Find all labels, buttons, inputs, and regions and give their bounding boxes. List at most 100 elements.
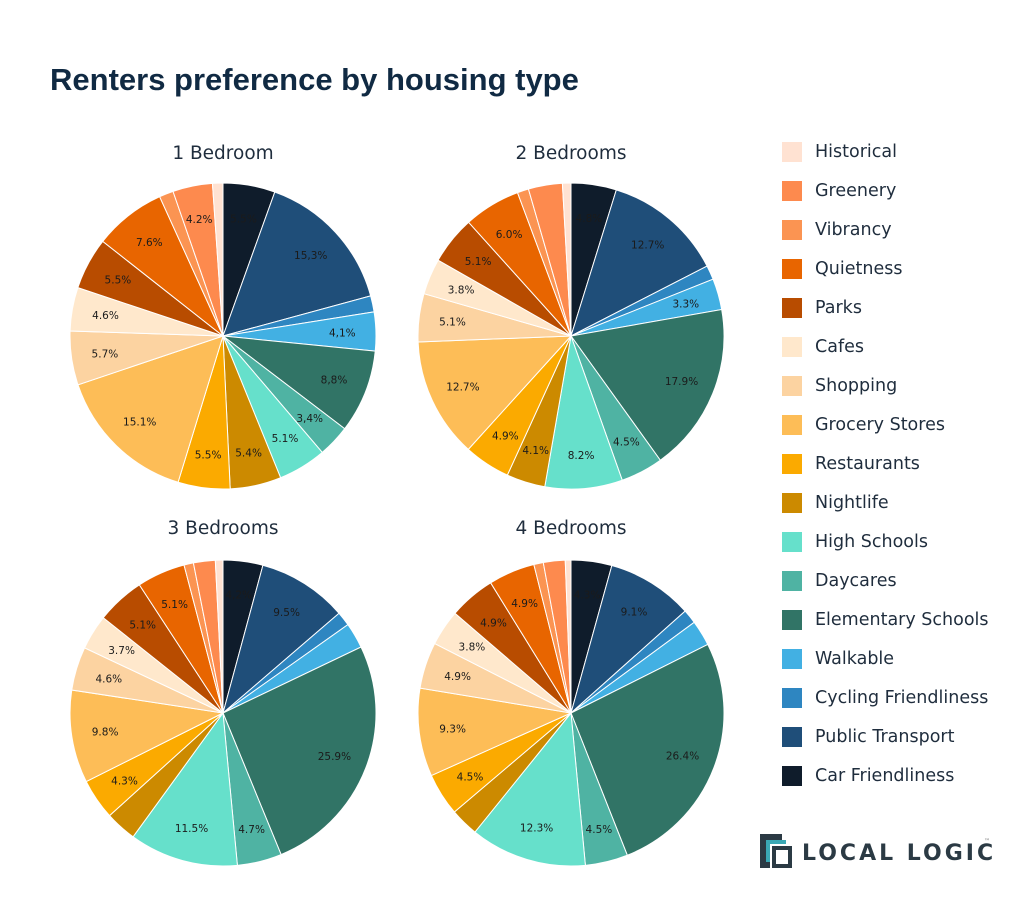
legend-label: Public Transport — [815, 727, 955, 747]
legend-swatch — [782, 259, 802, 279]
slice-label: 4.9% — [511, 598, 538, 610]
pie-slice-public-transport — [222, 191, 372, 337]
slice-label: 4.3% — [574, 590, 601, 602]
slice-label: 5.5% — [195, 449, 222, 461]
legend-item-nightlife: Nightlife — [782, 491, 889, 515]
legend-item-walkable: Walkable — [782, 647, 894, 671]
pie-slice-grocery-stores — [69, 689, 225, 783]
legend-label: Historical — [815, 142, 897, 162]
pie-slice-elementary-schools — [570, 308, 725, 461]
legend-item-car-friendliness: Car Friendliness — [782, 764, 954, 788]
slice-label: 26.4% — [666, 751, 699, 763]
slice-label: 5.1% — [439, 317, 466, 329]
chart-title: Renters preference by housing type — [50, 62, 579, 97]
slice-label: 17.9% — [665, 376, 698, 388]
slice-label: 4.6% — [92, 310, 119, 322]
slice-label: 4.1% — [522, 445, 549, 457]
slice-label: 4.3% — [111, 775, 138, 787]
legend-swatch — [782, 376, 802, 396]
legend-swatch — [782, 337, 802, 357]
pie-title: 2 Bedrooms — [516, 143, 627, 164]
slice-label: 9.8% — [92, 727, 119, 739]
pie-chart-2: 2 Bedrooms 4.8% 12.7% 3.3% 17.9% 4.5% 8.2% 4.1%… — [417, 143, 725, 490]
legend-item-grocery-stores: Grocery Stores — [782, 413, 945, 437]
slice-label: 5.5% — [105, 274, 132, 286]
legend-label: Restaurants — [815, 454, 920, 474]
pie-slice-high-schools — [132, 711, 238, 867]
legend-label: Quietness — [815, 259, 903, 279]
legend-label: Car Friendliness — [815, 766, 955, 786]
legend-item-cycling-friendliness: Cycling Friendliness — [782, 686, 988, 710]
legend-item-vibrancy: Vibrancy — [782, 218, 892, 242]
legend-label: Cafes — [815, 337, 864, 357]
pie-slice-historical — [211, 182, 224, 337]
legend-swatch — [782, 181, 802, 201]
slice-label: 9.1% — [621, 607, 648, 619]
pie-slice-historical — [564, 559, 572, 714]
legend-item-shopping: Shopping — [782, 374, 897, 398]
legend-item-greenery: Greenery — [782, 179, 896, 203]
local-logic-logo-icon — [760, 834, 792, 868]
legend-swatch — [782, 649, 802, 669]
slice-label: 7.6% — [136, 237, 163, 249]
slice-label: 5.1% — [161, 599, 188, 611]
legend-item-historical: Historical — [782, 140, 897, 164]
legend-label: Elementary Schools — [815, 610, 989, 630]
local-logic-logo: LOCAL LOGIC ™ — [760, 834, 1000, 874]
slice-label: 4.2% — [186, 214, 213, 226]
legend-label: Shopping — [815, 376, 898, 396]
slice-label: 3.8% — [448, 285, 475, 297]
legend-item-elementary-schools: Elementary Schools — [782, 608, 989, 632]
legend-item-parks: Parks — [782, 296, 862, 320]
slice-label: 5.7% — [92, 348, 119, 360]
legend-item-quietness: Quietness — [782, 257, 902, 281]
slice-label: 6.0% — [496, 229, 523, 241]
pie-slice-elementary-schools — [222, 646, 377, 856]
slice-label: 4.5% — [613, 437, 640, 449]
legend-item-daycares: Daycares — [782, 569, 897, 593]
slice-label: 11.5% — [175, 823, 208, 835]
slice-label: 12.7% — [631, 240, 664, 252]
pie-chart-3: 3 Bedrooms 4,2% 9.5% 25.9% 4.7% 11.5% 4.3% 9.8%… — [69, 518, 377, 867]
slice-label: 8.2% — [568, 450, 595, 462]
slice-label: 4.5% — [457, 772, 484, 784]
pie-title: 3 Bedrooms — [168, 518, 279, 539]
legend-swatch — [782, 493, 802, 513]
slice-label: 4.7% — [238, 824, 265, 836]
pie-slice-public-transport — [222, 564, 340, 715]
pie-slice-high-schools — [474, 711, 586, 867]
slice-label: 25.9% — [318, 751, 351, 763]
pie-slice-public-transport — [570, 189, 708, 337]
pie-title: 1 Bedroom — [172, 143, 273, 164]
legend-swatch — [782, 766, 802, 786]
slice-label: 5.1% — [129, 620, 156, 632]
legend-item-public-transport: Public Transport — [782, 725, 954, 749]
slice-label: 4,1% — [329, 327, 356, 339]
legend-swatch — [782, 532, 802, 552]
pie-slice-elementary-schools — [570, 643, 725, 856]
pie-slice-grocery-stores — [417, 687, 573, 777]
pie-slice-historical — [561, 182, 572, 337]
slice-label: 5.1% — [465, 256, 492, 268]
legend-swatch — [782, 727, 802, 747]
slice-label: 3,4% — [296, 413, 323, 425]
slice-label: 4,2% — [225, 590, 252, 602]
slice-label: 5.1% — [272, 433, 299, 445]
slice-label: 4.9% — [492, 431, 519, 443]
legend-swatch — [782, 415, 802, 435]
pie-slice-historical — [214, 559, 224, 714]
slice-label: 4.8% — [576, 213, 603, 225]
slice-label: 5.4% — [235, 448, 262, 460]
legend-swatch — [782, 220, 802, 240]
slice-label: 15.1% — [123, 417, 156, 429]
slice-label: 15,3% — [294, 250, 327, 262]
legend-swatch — [782, 571, 802, 591]
legend-label: Grocery Stores — [815, 415, 945, 435]
slice-label: 3.8% — [459, 642, 486, 654]
legend-label: Parks — [815, 298, 862, 318]
pie-title: 4 Bedrooms — [516, 518, 627, 539]
pie-slice-public-transport — [570, 564, 686, 715]
legend-label: Vibrancy — [815, 220, 892, 240]
pie-slice-grocery-stores — [417, 335, 573, 451]
slice-label: 4.9% — [444, 671, 471, 683]
